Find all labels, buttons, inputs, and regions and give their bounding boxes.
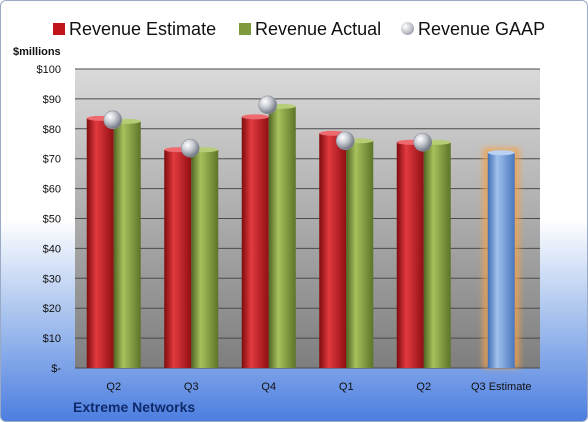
legend: Revenue Estimate Revenue Actual Revenue …	[1, 13, 587, 45]
bar-estimate	[319, 133, 347, 368]
bars	[86, 95, 520, 369]
legend-swatch-actual	[239, 22, 251, 35]
y-tick-label: $50	[43, 214, 61, 226]
company-name: Extreme Networks	[73, 399, 196, 415]
bar-estimate	[241, 116, 269, 368]
legend-item-gaap: Revenue GAAP	[401, 19, 545, 40]
y-tick-label: $70	[43, 154, 61, 166]
x-tick-label: Q3 Estimate	[471, 381, 532, 393]
bar-actual	[268, 106, 296, 368]
legend-label-gaap: Revenue GAAP	[418, 19, 546, 39]
y-tick-label: $100	[37, 64, 61, 76]
y-axis-ticks: $- $10 $20 $30 $40 $50 $60 $70 $80 $90 $100	[37, 64, 62, 375]
legend-label-actual: Revenue Actual	[255, 19, 382, 39]
legend-item-actual: Revenue Actual	[239, 19, 381, 40]
bar-actual	[346, 140, 374, 368]
x-tick-label: Q3	[184, 381, 199, 393]
legend-swatch-estimate	[53, 22, 65, 35]
y-tick-label: $-	[51, 363, 61, 375]
y-tick-label: $30	[43, 273, 61, 285]
x-tick-label: Q2	[106, 381, 121, 393]
legend-label-estimate: Revenue Estimate	[69, 19, 217, 39]
gaap-marker	[258, 95, 278, 115]
bar-estimate	[164, 149, 192, 368]
bar-estimate-cap	[241, 114, 269, 120]
legend-marker-gaap	[401, 22, 414, 36]
y-tick-label: $10	[43, 333, 61, 345]
y-tick-label: $20	[43, 303, 61, 315]
y-tick-label: $40	[43, 243, 61, 255]
gaap-marker	[103, 110, 123, 130]
bar-actual	[191, 149, 219, 368]
y-tick-label: $80	[43, 124, 61, 136]
bar-forecast-estimate	[487, 152, 515, 368]
y-tick-label: $60	[43, 184, 61, 196]
y-axis-unit-label: $millions	[13, 46, 61, 58]
x-tick-label: Q1	[339, 381, 354, 393]
gaap-marker	[335, 131, 355, 151]
bar-estimate	[396, 142, 424, 368]
x-tick-label: Q4	[261, 381, 276, 393]
x-axis-ticks: Q2 Q3 Q4 Q1 Q2 Q3 Estimate	[106, 381, 531, 393]
legend-item-estimate: Revenue Estimate	[53, 19, 216, 40]
bar-forecast-cap	[487, 150, 515, 156]
x-tick-label: Q2	[416, 381, 431, 393]
y-tick-label: $90	[43, 94, 61, 106]
gaap-marker	[180, 138, 200, 158]
gridlines	[75, 68, 540, 369]
bar-actual	[423, 142, 451, 368]
bar-actual	[113, 121, 141, 368]
bar-estimate	[86, 118, 114, 369]
gaap-marker	[413, 132, 433, 152]
